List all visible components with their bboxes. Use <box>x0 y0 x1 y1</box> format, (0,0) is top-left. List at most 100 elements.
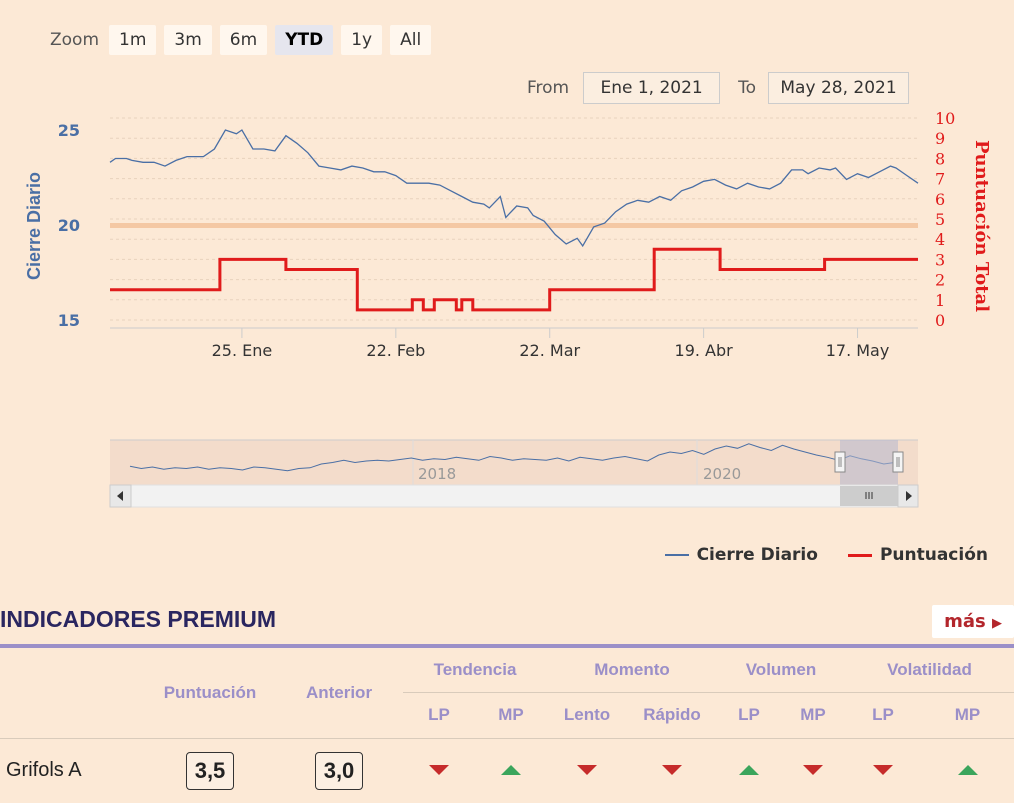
y-tick-label: 20 <box>58 216 80 235</box>
chevron-left-icon <box>117 491 123 501</box>
x-tick-label: 19. Abr <box>675 341 734 360</box>
y-tick-label: 15 <box>58 311 80 330</box>
zoom-ytd-button[interactable]: YTD <box>275 25 334 55</box>
legend-item-cierre-diario[interactable]: Cierre Diario <box>664 545 818 565</box>
x-axis: 25. Ene 22. Feb 22. Mar 19. Abr 17. May <box>212 328 890 360</box>
x-tick-label: 22. Feb <box>366 341 425 360</box>
signal-cell <box>921 737 1014 803</box>
signal-cell <box>547 737 627 803</box>
more-label: más <box>944 611 986 632</box>
subheader: LP <box>872 705 894 724</box>
y-tick-label: 25 <box>58 121 80 140</box>
arrow-down-icon <box>577 764 597 775</box>
indicators-title: INDICADORES PREMIUM <box>0 606 277 632</box>
plot-band <box>110 223 918 228</box>
score-cell: 3,5 <box>145 737 275 803</box>
zoom-bar: Zoom 1m 3m 6m YTD 1y All <box>50 25 432 55</box>
header-puntuacion: Puntuación <box>163 682 257 702</box>
scrollbar-track[interactable] <box>109 484 919 508</box>
header-anterior: Anterior <box>305 682 373 702</box>
subheader: LP <box>428 705 450 724</box>
navigator-label-2018: 2018 <box>418 465 456 483</box>
signal-cell <box>403 737 475 803</box>
y2-tick-label: 10 <box>935 109 955 128</box>
y2-tick-label: 1 <box>935 291 945 310</box>
x-tick-label: 22. Mar <box>519 341 580 360</box>
arrow-down-icon <box>662 764 682 775</box>
signal-cell <box>845 737 921 803</box>
y2-tick-label: 0 <box>935 311 945 330</box>
arrow-up-icon <box>739 764 759 775</box>
more-button[interactable]: más ▶ <box>932 605 1014 638</box>
navigator[interactable]: 2018 2020 <box>109 439 919 508</box>
y-axis-left-title: Cierre Diario <box>24 172 44 280</box>
legend-label: Puntuación <box>879 545 988 565</box>
from-date-input[interactable]: Ene 1, 2021 <box>583 72 721 104</box>
date-range: From Ene 1, 2021 To May 28, 2021 <box>527 72 910 104</box>
chevron-right-icon <box>906 491 912 501</box>
table-row[interactable]: Grifols A 3,5 3,0 <box>0 737 1014 803</box>
navigator-handle-left[interactable] <box>834 451 846 473</box>
score-badge: 3,5 <box>185 751 235 790</box>
x-tick-label: 25. Ene <box>212 341 273 360</box>
y2-tick-label: 7 <box>935 170 945 189</box>
zoom-6m-button[interactable]: 6m <box>219 25 268 55</box>
y2-tick-label: 6 <box>935 190 945 209</box>
legend-line-icon <box>664 554 689 556</box>
subheader: MP <box>498 705 524 724</box>
subheader: Lento <box>563 705 611 724</box>
legend-label: Cierre Diario <box>696 545 818 565</box>
zoom-label: Zoom <box>50 30 100 50</box>
grid-lines <box>110 117 918 321</box>
navigator-label-2020: 2020 <box>703 465 741 483</box>
y2-tick-label: 9 <box>935 129 945 148</box>
to-date-input[interactable]: May 28, 2021 <box>768 72 910 104</box>
zoom-all-button[interactable]: All <box>390 25 432 55</box>
y2-tick-label: 5 <box>935 210 945 229</box>
subheader: MP <box>800 705 826 724</box>
y-axis-left: 15 20 25 <box>58 121 80 330</box>
zoom-1m-button[interactable]: 1m <box>109 25 157 55</box>
signal-cell <box>475 737 547 803</box>
arrow-down-icon <box>429 764 449 775</box>
y2-tick-label: 4 <box>935 230 945 249</box>
signal-cell <box>717 737 781 803</box>
navigator-handle-right[interactable] <box>892 451 904 473</box>
prev-cell: 3,0 <box>275 737 403 803</box>
arrow-down-icon <box>803 764 823 775</box>
to-label: To <box>738 78 757 98</box>
header-empty <box>0 648 145 738</box>
subheader: Rápido <box>643 705 701 724</box>
zoom-3m-button[interactable]: 3m <box>164 25 212 55</box>
series-cierre-diario <box>109 129 919 248</box>
x-tick-label: 17. May <box>826 341 890 360</box>
y2-tick-label: 3 <box>935 250 945 269</box>
arrow-down-icon <box>873 764 893 775</box>
header-group-momento: Momento <box>547 648 717 693</box>
from-label: From <box>527 78 570 98</box>
y2-tick-label: 2 <box>935 271 945 290</box>
legend-item-puntuacion[interactable]: Puntuación <box>847 545 988 565</box>
navigator-series <box>129 443 896 472</box>
y-axis-right-title: Puntuación Total <box>971 140 992 312</box>
header-group-tendencia: Tendencia <box>403 648 547 693</box>
arrow-up-icon <box>501 764 521 775</box>
chart-legend: Cierre Diario Puntuación <box>664 545 988 565</box>
subheader: MP <box>954 705 981 724</box>
stock-name[interactable]: Grifols A <box>0 737 145 803</box>
legend-line-icon <box>847 553 872 557</box>
navigator-selection[interactable] <box>840 440 898 485</box>
zoom-1y-button[interactable]: 1y <box>341 25 383 55</box>
signal-cell <box>627 737 717 803</box>
arrow-up-icon <box>957 764 978 775</box>
prev-score-badge: 3,0 <box>314 751 364 790</box>
title-divider <box>0 644 1014 648</box>
indicators-table: Puntuación Anterior Tendencia Momento Vo… <box>0 648 1014 803</box>
signal-cell <box>781 737 845 803</box>
caret-right-icon: ▶ <box>992 616 1002 631</box>
y2-tick-label: 8 <box>935 149 945 168</box>
subheader: LP <box>738 705 760 724</box>
series-puntuacion <box>110 247 918 312</box>
